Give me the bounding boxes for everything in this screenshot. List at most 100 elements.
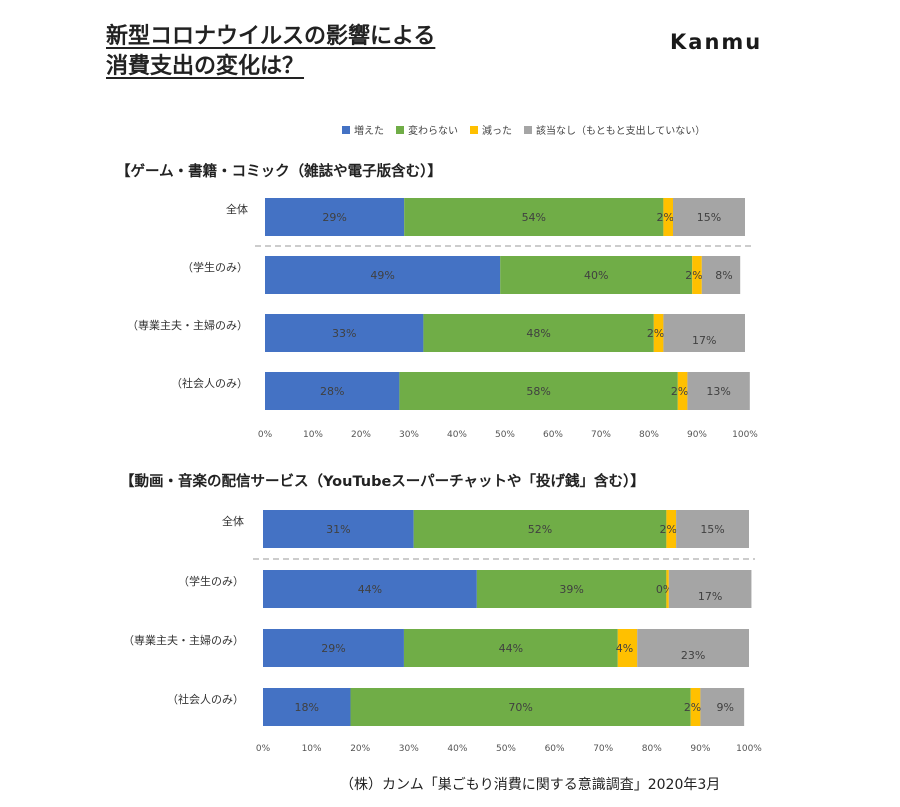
chart-1-bar-decreased (663, 198, 673, 236)
chart-1-data-label-decreased: 2% (671, 385, 688, 398)
chart-1-x-tick-label: 100% (732, 430, 758, 440)
chart-2-title: 【動画・音楽の配信サービス（YouTubeスーパーチャットや「投げ銭」含む）】 (120, 474, 645, 490)
chart-1-x-tick-label: 20% (351, 430, 371, 440)
source-footnote: （株）カンム「巣ごもり消費に関する意識調査」2020年3月 (340, 777, 721, 793)
chart-2-bar-unchanged (476, 570, 667, 608)
chart-2-x-tick-label: 100% (736, 744, 762, 754)
chart-2-bar-increased (263, 510, 414, 548)
chart-1-bar-not-applicable (663, 314, 745, 352)
chart-2-data-label-not-applicable: 17% (698, 590, 722, 603)
chart-1-bar-not-applicable (673, 198, 745, 236)
chart-1-data-label-increased: 29% (322, 211, 346, 224)
chart-1-data-label-unchanged: 58% (526, 385, 550, 398)
chart-1-title: 【ゲーム・書籍・コミック（雑誌や電子版含む）】 (116, 164, 442, 180)
chart-2-bar-increased (263, 570, 477, 608)
chart-2-x-tick-label: 20% (350, 744, 370, 754)
chart-2-x-tick-label: 40% (447, 744, 467, 754)
chart-1-x-tick-label: 10% (303, 430, 323, 440)
legend-item-increased: 増えた (342, 122, 384, 137)
chart-2-bar-unchanged (403, 629, 618, 667)
chart-1-bar-unchanged (399, 372, 678, 410)
chart-1-x-tick-label: 50% (495, 430, 515, 440)
chart-2-data-label-not-applicable: 15% (700, 523, 724, 536)
chart-1-bar-not-applicable (687, 372, 750, 410)
chart-1-x-tick-label: 80% (639, 430, 659, 440)
legend-item-decreased: 減った (470, 122, 512, 137)
chart-2-bar-decreased (666, 570, 669, 608)
kanmu-logo: Kanmu (670, 30, 763, 54)
chart-2-category-label: （専業主夫・主婦のみ） (123, 633, 244, 647)
legend-item-not-applicable: 該当なし（もともと支出していない） (524, 122, 705, 137)
chart-1-bar-unchanged (500, 256, 693, 294)
page-title: 新型コロナウイルスの影響による 消費支出の変化は？ (106, 22, 435, 82)
chart-1-data-label-unchanged: 40% (584, 269, 608, 282)
chart-1-data-label-decreased: 2% (647, 327, 664, 340)
chart-1-x-tick-label: 0% (258, 430, 273, 440)
chart-1-data-label-not-applicable: 17% (692, 334, 716, 347)
chart-2-bar-unchanged (350, 688, 691, 726)
legend-swatch-increased (342, 125, 350, 134)
chart-2-bar-unchanged (413, 510, 667, 548)
chart-1-bar-decreased (692, 256, 702, 294)
legend-label-not-applicable: 該当なし（もともと支出していない） (536, 126, 706, 137)
chart-2-data-label-unchanged: 52% (528, 523, 552, 536)
chart-2-data-label-not-applicable: 9% (717, 701, 734, 714)
chart-1-category-label: （社会人のみ） (171, 376, 248, 390)
chart-2-x-tick-label: 10% (302, 744, 322, 754)
chart-2-data-label-unchanged: 44% (499, 642, 523, 655)
chart-1-data-label-unchanged: 54% (522, 211, 546, 224)
chart-2-data-label-increased: 18% (295, 701, 319, 714)
chart-2-bar-decreased (666, 510, 677, 548)
chart-1-x-tick-label: 90% (687, 430, 707, 440)
chart-2-x-tick-label: 70% (593, 744, 613, 754)
chart-2-x-tick-label: 90% (690, 744, 710, 754)
chart-2-data-label-increased: 31% (326, 523, 350, 536)
chart-2-x-tick-label: 0% (256, 744, 271, 754)
chart-1-x-tick-label: 40% (447, 430, 467, 440)
title-line-1: 新型コロナウイルスの影響による (106, 24, 436, 49)
chart-2-category-label: （学生のみ） (178, 574, 244, 588)
chart-1-data-label-increased: 28% (320, 385, 344, 398)
chart-2-data-label-unchanged: 70% (508, 701, 532, 714)
legend-label-increased: 増えた (354, 126, 384, 137)
chart-2-data-label-unchanged: 39% (559, 583, 583, 596)
chart-1-data-label-not-applicable: 8% (715, 269, 732, 282)
chart-2-data-label-decreased: 4% (616, 642, 633, 655)
chart-2-category-label: （社会人のみ） (167, 692, 244, 706)
chart-1-data-label-increased: 49% (370, 269, 394, 282)
legend-swatch-decreased (470, 125, 478, 134)
chart-2-bar-increased (263, 629, 404, 667)
chart-1-data-label-not-applicable: 13% (706, 385, 730, 398)
chart-1-bar-increased (265, 314, 424, 352)
title-line-2: 消費支出の変化は？ (106, 54, 305, 79)
chart-1-data-label-decreased: 2% (656, 211, 673, 224)
legend-item-unchanged: 変わらない (396, 122, 458, 137)
chart-1-bar-unchanged (404, 198, 664, 236)
chart-1-bar-decreased (653, 314, 664, 352)
chart-2-data-label-decreased: 2% (684, 701, 701, 714)
chart-2-x-tick-label: 80% (642, 744, 662, 754)
chart-2-x-tick-label: 50% (496, 744, 516, 754)
chart-2-bar-decreased (690, 688, 701, 726)
legend-label-unchanged: 変わらない (408, 126, 458, 137)
legend-swatch-unchanged (396, 125, 404, 134)
chart-2-category-label: 全体 (222, 514, 244, 528)
chart-1-category-label: 全体 (226, 202, 248, 216)
chart-1-bar-decreased (677, 372, 688, 410)
chart-2-bar-not-applicable (668, 570, 752, 608)
chart-1-x-tick-label: 30% (399, 430, 419, 440)
chart-1-bar-unchanged (423, 314, 654, 352)
chart-2-bar-not-applicable (637, 629, 749, 667)
chart-1-bar-increased (265, 198, 405, 236)
legend-label-decreased: 減った (482, 126, 512, 137)
chart-1-category-label: （専業主夫・主婦のみ） (127, 318, 248, 332)
chart-2-data-label-not-applicable: 23% (681, 649, 705, 662)
chart-1-bar-increased (265, 372, 400, 410)
chart-1-data-label-not-applicable: 15% (697, 211, 721, 224)
chart-2-data-label-decreased: 2% (660, 523, 677, 536)
chart-legend: 増えた 変わらない 減った 該当なし（もともと支出していない） (342, 122, 705, 137)
chart-2-bar-not-applicable (676, 510, 749, 548)
chart-2-x-tick-label: 60% (545, 744, 565, 754)
chart-2-data-label-increased: 44% (358, 583, 382, 596)
